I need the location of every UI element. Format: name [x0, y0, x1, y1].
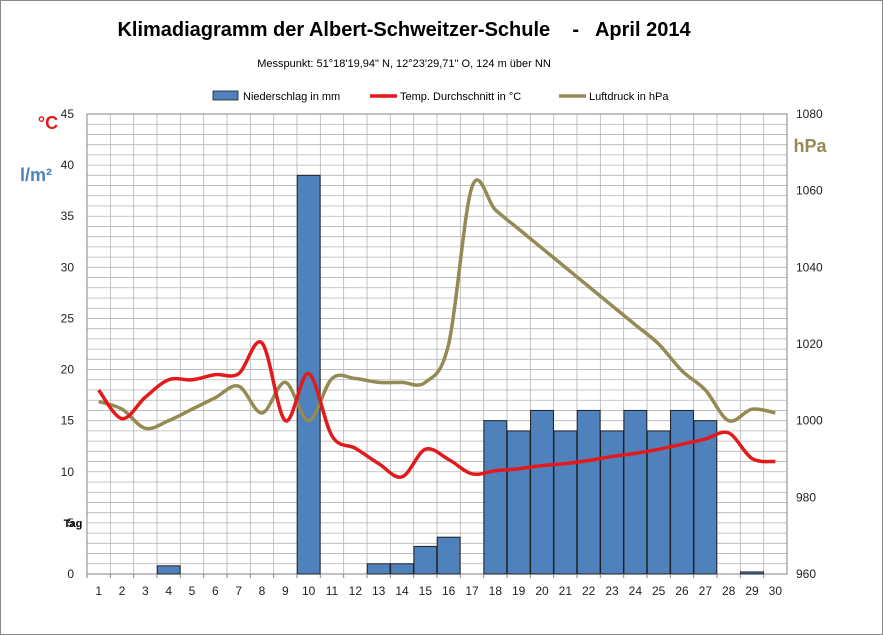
- precipitation-bar: [390, 563, 414, 575]
- x-tick-label: 20: [535, 584, 549, 598]
- pressure-line: [98, 178, 776, 431]
- rain-unit-label: l/m²: [20, 165, 52, 185]
- x-tick-label: 30: [769, 584, 783, 598]
- lines: [97, 178, 776, 479]
- y-left-tick-label: 0: [67, 567, 74, 581]
- precipitation-bar: [740, 571, 764, 575]
- x-tick-label: 21: [559, 584, 573, 598]
- x-tick-label: 7: [235, 584, 242, 598]
- x-tick-label: 18: [489, 584, 503, 598]
- y-left-tick-label: 35: [61, 209, 75, 223]
- y-right-tick-label: 980: [796, 490, 816, 504]
- x-tick-label: 16: [442, 584, 456, 598]
- precipitation-bar: [600, 430, 624, 575]
- hpa-unit-label: hPa: [793, 136, 827, 156]
- y-right-tick-label: 960: [796, 567, 816, 581]
- x-tick-label: 28: [722, 584, 736, 598]
- y-left-tick-label: 30: [61, 260, 75, 274]
- x-tick-label: 29: [745, 584, 759, 598]
- y-left-tick-label: 20: [61, 363, 75, 377]
- x-tick-label: 8: [259, 584, 266, 598]
- temperature-line: [97, 340, 776, 479]
- y-right-tick-label: 1060: [796, 184, 823, 198]
- precipitation-bar: [576, 409, 601, 575]
- x-tick-label: 2: [119, 584, 126, 598]
- x-tick-label: 17: [465, 584, 479, 598]
- x-tick-label: 26: [675, 584, 689, 598]
- x-tick-label: 23: [605, 584, 619, 598]
- chart-title: Klimadiagramm der Albert-Schweitzer-Schu…: [117, 19, 691, 41]
- x-tick-label: 14: [395, 584, 409, 598]
- precipitation-bar: [413, 545, 438, 575]
- legend: Niederschlag in mm Temp. Durchschnitt in …: [212, 90, 669, 103]
- x-tick-label: 27: [699, 584, 713, 598]
- y-right-tick-label: 1040: [796, 260, 823, 274]
- x-tick-label: 19: [512, 584, 526, 598]
- x-tick-label: 12: [349, 584, 363, 598]
- axes: 0510152025303540459609801000102010401060…: [61, 107, 823, 598]
- x-tick-label: 13: [372, 584, 386, 598]
- legend-label: Luftdruck in hPa: [589, 91, 669, 103]
- precipitation-bar: [156, 565, 181, 575]
- x-tick-label: 22: [582, 584, 596, 598]
- y-left-tick-label: 40: [61, 158, 75, 172]
- y-right-tick-label: 1020: [796, 337, 823, 351]
- x-tick-label: 1: [95, 584, 102, 598]
- legend-swatch-precipitation: [212, 90, 239, 101]
- y-right-tick-label: 1000: [796, 414, 823, 428]
- legend-label: Temp. Durchschnitt in °C: [400, 91, 521, 103]
- precipitation-bar: [506, 430, 531, 575]
- precipitation-bar: [530, 409, 554, 575]
- precipitation-bar: [670, 409, 694, 575]
- precipitation-bar: [623, 409, 648, 575]
- y-left-tick-label: 15: [61, 414, 75, 428]
- legend-label: Niederschlag in mm: [243, 91, 340, 103]
- x-tick-label: 24: [629, 584, 643, 598]
- bars: [156, 174, 764, 575]
- x-tick-label: 15: [419, 584, 433, 598]
- precipitation-bar: [366, 563, 391, 575]
- precipitation-bar: [693, 420, 718, 575]
- y-left-tick-label: 10: [61, 465, 75, 479]
- x-tick-label: 11: [326, 584, 339, 598]
- y-left-tick-label: 5: [67, 516, 74, 530]
- precipitation-bar: [553, 430, 578, 575]
- x-tick-label: 9: [282, 584, 289, 598]
- chart-subtitle: Messpunkt: 51°18'19,94" N, 12°23'29,71" …: [257, 58, 551, 70]
- precipitation-bar: [483, 420, 508, 575]
- x-tick-label: 6: [212, 584, 219, 598]
- y-right-tick-label: 1080: [796, 107, 823, 121]
- x-tick-label: 5: [189, 584, 196, 598]
- celsius-unit-label: °C: [38, 113, 58, 133]
- precipitation-bar: [436, 536, 461, 575]
- y-left-tick-label: 25: [61, 311, 75, 325]
- day-axis-label: Tag: [64, 518, 83, 530]
- x-tick-label: 10: [302, 584, 316, 598]
- x-tick-label: 4: [165, 584, 172, 598]
- x-tick-label: 25: [652, 584, 666, 598]
- x-tick-label: 3: [142, 584, 149, 598]
- y-left-tick-label: 45: [61, 107, 75, 121]
